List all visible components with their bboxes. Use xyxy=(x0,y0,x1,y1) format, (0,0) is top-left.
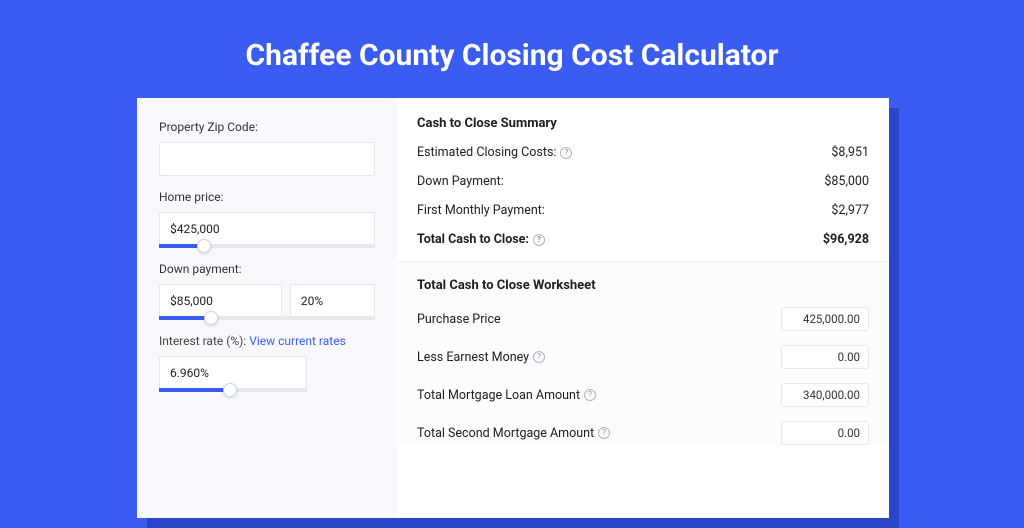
help-icon[interactable]: ? xyxy=(533,234,545,246)
interest-rate-slider-fill xyxy=(159,388,230,392)
worksheet-row-value[interactable]: 340,000.00 xyxy=(781,383,869,407)
results-panel: Cash to Close Summary Estimated Closing … xyxy=(397,98,889,518)
worksheet-row-label: Total Mortgage Loan Amount? xyxy=(417,388,596,403)
worksheet-row-label: Total Second Mortgage Amount? xyxy=(417,426,610,441)
summary-row-label-text: Total Cash to Close: xyxy=(417,232,529,247)
worksheet-row-value[interactable]: 0.00 xyxy=(781,345,869,369)
help-icon[interactable]: ? xyxy=(584,389,596,401)
worksheet-panel: Total Cash to Close Worksheet Purchase P… xyxy=(397,261,889,445)
worksheet-row: Total Second Mortgage Amount? 0.00 xyxy=(417,421,869,445)
down-payment-slider-thumb[interactable] xyxy=(204,311,218,325)
view-rates-link[interactable]: View current rates xyxy=(249,334,346,348)
worksheet-row-label: Purchase Price xyxy=(417,312,501,327)
calculator-card: Property Zip Code: Home price: $425,000 … xyxy=(137,98,889,518)
worksheet-row-label: Less Earnest Money? xyxy=(417,350,545,365)
summary-row-label: Estimated Closing Costs:? xyxy=(417,145,572,160)
down-payment-pct-input[interactable]: 20% xyxy=(290,284,375,318)
interest-rate-slider-thumb[interactable] xyxy=(223,383,237,397)
page-title: Chaffee County Closing Cost Calculator xyxy=(0,0,1024,73)
help-icon[interactable]: ? xyxy=(533,351,545,363)
inputs-panel: Property Zip Code: Home price: $425,000 … xyxy=(137,98,397,518)
summary-row-value: $2,977 xyxy=(831,203,869,218)
zip-field: Property Zip Code: xyxy=(159,120,375,176)
worksheet-row-value[interactable]: 425,000.00 xyxy=(781,307,869,331)
summary-row: Total Cash to Close:? $96,928 xyxy=(417,232,869,247)
worksheet-row: Total Mortgage Loan Amount? 340,000.00 xyxy=(417,383,869,407)
zip-input[interactable] xyxy=(159,142,375,176)
summary-row: Down Payment: $85,000 xyxy=(417,174,869,189)
down-payment-label: Down payment: xyxy=(159,262,375,276)
summary-row-label: First Monthly Payment: xyxy=(417,203,545,218)
worksheet-row-label-text: Purchase Price xyxy=(417,312,501,327)
summary-row-value: $8,951 xyxy=(831,145,869,160)
home-price-label: Home price: xyxy=(159,190,375,204)
summary-row-label-text: Estimated Closing Costs: xyxy=(417,145,556,160)
worksheet-row-label-text: Total Second Mortgage Amount xyxy=(417,426,594,441)
summary-row-label: Down Payment: xyxy=(417,174,504,189)
home-price-slider[interactable] xyxy=(159,244,375,248)
summary-row-value: $85,000 xyxy=(824,174,869,189)
home-price-slider-thumb[interactable] xyxy=(197,239,211,253)
summary-row-label-text: Down Payment: xyxy=(417,174,504,189)
worksheet-title: Total Cash to Close Worksheet xyxy=(417,278,869,293)
summary-title: Cash to Close Summary xyxy=(417,116,869,131)
home-price-input[interactable]: $425,000 xyxy=(159,212,375,246)
zip-label: Property Zip Code: xyxy=(159,120,375,134)
worksheet-row: Purchase Price 425,000.00 xyxy=(417,307,869,331)
home-price-field: Home price: $425,000 xyxy=(159,190,375,248)
summary-row-label-text: First Monthly Payment: xyxy=(417,203,545,218)
summary-row-value: $96,928 xyxy=(823,232,869,247)
help-icon[interactable]: ? xyxy=(560,147,572,159)
worksheet-rows: Purchase Price 425,000.00 Less Earnest Mon… xyxy=(417,307,869,445)
worksheet-row-label-text: Total Mortgage Loan Amount xyxy=(417,388,580,403)
summary-rows: Estimated Closing Costs:? $8,951 Down Paym… xyxy=(417,145,869,247)
worksheet-row: Less Earnest Money? 0.00 xyxy=(417,345,869,369)
summary-row: First Monthly Payment: $2,977 xyxy=(417,203,869,218)
down-payment-slider[interactable] xyxy=(159,316,375,320)
worksheet-row-label-text: Less Earnest Money xyxy=(417,350,529,365)
summary-row-label: Total Cash to Close:? xyxy=(417,232,545,247)
interest-rate-slider[interactable] xyxy=(159,388,307,392)
help-icon[interactable]: ? xyxy=(598,427,610,439)
summary-row: Estimated Closing Costs:? $8,951 xyxy=(417,145,869,160)
interest-rate-field: Interest rate (%): View current rates 6.… xyxy=(159,334,375,392)
worksheet-row-value[interactable]: 0.00 xyxy=(781,421,869,445)
down-payment-field: Down payment: $85,000 20% xyxy=(159,262,375,320)
interest-rate-label: Interest rate (%): xyxy=(159,334,249,348)
down-payment-amount-input[interactable]: $85,000 xyxy=(159,284,282,318)
